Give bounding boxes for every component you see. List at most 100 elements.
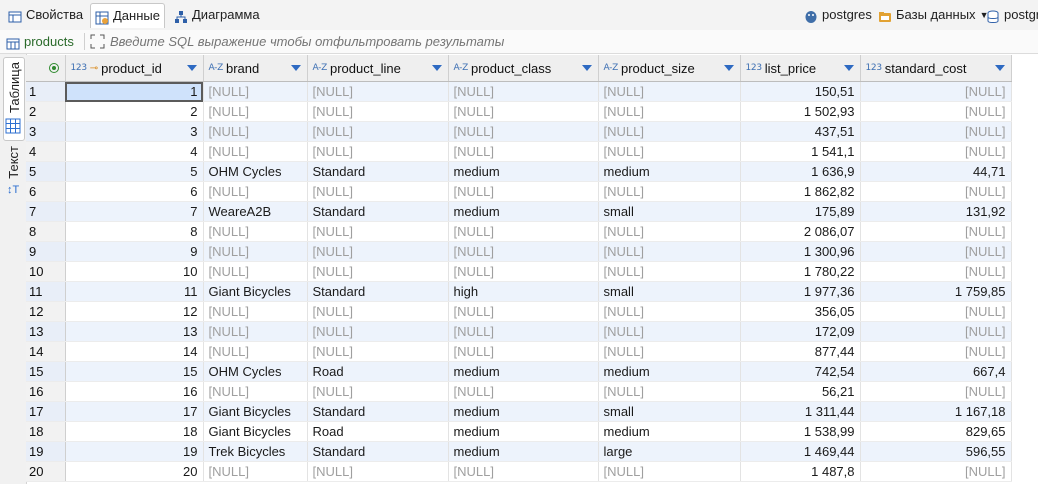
table-cell[interactable]: 12 xyxy=(65,301,204,322)
table-cell[interactable]: [NULL] xyxy=(860,121,1012,142)
row-number[interactable]: 13 xyxy=(26,321,66,342)
table-row[interactable]: 2 2 [NULL] [NULL] [NULL] [NULL] 1 502,93 [NULL] xyxy=(26,101,1012,122)
table-cell[interactable]: [NULL] xyxy=(598,81,741,102)
table-cell[interactable]: 15 xyxy=(65,361,204,382)
table-row[interactable]: 7 7 WeareA2B Standard medium small 175,89 131,9… xyxy=(26,201,1012,222)
table-cell[interactable]: medium xyxy=(448,441,599,462)
table-cell[interactable]: 175,89 xyxy=(740,201,861,222)
table-cell[interactable]: Giant Bicycles xyxy=(203,281,308,302)
table-cell[interactable]: Road xyxy=(307,361,449,382)
table-cell[interactable]: 44,71 xyxy=(860,161,1012,182)
table-cell[interactable]: [NULL] xyxy=(598,341,741,362)
table-cell[interactable]: [NULL] xyxy=(598,381,741,402)
table-cell[interactable]: [NULL] xyxy=(598,181,741,202)
table-cell[interactable]: 1 862,82 xyxy=(740,181,861,202)
table-cell[interactable]: WeareA2B xyxy=(203,201,308,222)
table-cell[interactable]: [NULL] xyxy=(860,301,1012,322)
table-cell[interactable]: [NULL] xyxy=(448,301,599,322)
sort-filter-icon[interactable] xyxy=(581,65,592,71)
table-cell[interactable]: [NULL] xyxy=(307,181,449,202)
table-cell[interactable]: [NULL] xyxy=(307,261,449,282)
table-cell[interactable]: medium xyxy=(598,361,741,382)
row-number[interactable]: 20 xyxy=(26,461,66,482)
table-cell[interactable]: [NULL] xyxy=(448,221,599,242)
table-row[interactable]: 3 3 [NULL] [NULL] [NULL] [NULL] 437,51 [NULL] xyxy=(26,121,1012,142)
table-row[interactable]: 12 12 [NULL] [NULL] [NULL] [NULL] 356,05 [NULL] xyxy=(26,301,1012,322)
table-cell[interactable]: [NULL] xyxy=(448,81,599,102)
table-cell[interactable]: 667,4 xyxy=(860,361,1012,382)
table-cell[interactable]: OHM Cycles xyxy=(203,361,308,382)
table-row[interactable]: 10 10 [NULL] [NULL] [NULL] [NULL] 1 780,22 [NUL… xyxy=(26,261,1012,282)
table-cell[interactable]: [NULL] xyxy=(203,221,308,242)
table-cell[interactable]: [NULL] xyxy=(448,341,599,362)
table-cell[interactable]: 1 469,44 xyxy=(740,441,861,462)
table-cell[interactable]: 1 759,85 xyxy=(860,281,1012,302)
table-cell[interactable]: 4 xyxy=(65,141,204,162)
table-cell[interactable]: [NULL] xyxy=(860,261,1012,282)
table-cell[interactable]: [NULL] xyxy=(860,81,1012,102)
table-cell[interactable]: [NULL] xyxy=(203,321,308,342)
table-cell[interactable]: [NULL] xyxy=(598,141,741,162)
row-number[interactable]: 8 xyxy=(26,221,66,242)
table-cell[interactable]: OHM Cycles xyxy=(203,161,308,182)
table-cell[interactable]: Road xyxy=(307,421,449,442)
table-cell[interactable]: 742,54 xyxy=(740,361,861,382)
table-cell[interactable]: 6 xyxy=(65,181,204,202)
table-row[interactable]: 8 8 [NULL] [NULL] [NULL] [NULL] 2 086,07 [NULL] xyxy=(26,221,1012,242)
table-cell[interactable]: [NULL] xyxy=(203,81,308,102)
table-cell[interactable]: [NULL] xyxy=(203,341,308,362)
table-cell[interactable]: medium xyxy=(448,401,599,422)
table-cell[interactable]: 1 636,9 xyxy=(740,161,861,182)
column-header-standard-cost[interactable]: 123 standard_cost xyxy=(860,55,1012,82)
table-cell[interactable]: Standard xyxy=(307,441,449,462)
table-cell[interactable]: [NULL] xyxy=(448,141,599,162)
table-cell[interactable]: 2 xyxy=(65,101,204,122)
table-cell[interactable]: [NULL] xyxy=(203,121,308,142)
table-cell[interactable]: [NULL] xyxy=(598,241,741,262)
sort-filter-icon[interactable] xyxy=(843,65,854,71)
table-row[interactable]: 6 6 [NULL] [NULL] [NULL] [NULL] 1 862,82 [NULL] xyxy=(26,181,1012,202)
table-cell[interactable]: [NULL] xyxy=(203,241,308,262)
table-row[interactable]: 5 5 OHM Cycles Standard medium medium 1 636,9 4… xyxy=(26,161,1012,182)
table-cell[interactable]: [NULL] xyxy=(307,301,449,322)
row-number[interactable]: 6 xyxy=(26,181,66,202)
table-cell[interactable]: [NULL] xyxy=(598,301,741,322)
table-cell[interactable]: 2 086,07 xyxy=(740,221,861,242)
table-cell[interactable]: 7 xyxy=(65,201,204,222)
table-cell[interactable]: medium xyxy=(448,361,599,382)
table-cell[interactable]: [NULL] xyxy=(448,121,599,142)
table-cell[interactable]: 1 780,22 xyxy=(740,261,861,282)
column-header-product-line[interactable]: A-Z product_line xyxy=(307,55,449,82)
row-number[interactable]: 12 xyxy=(26,301,66,322)
tab-properties[interactable]: Свойства xyxy=(4,3,87,27)
table-cell[interactable]: Giant Bicycles xyxy=(203,421,308,442)
table-cell[interactable]: 1 300,96 xyxy=(740,241,861,262)
table-cell[interactable]: [NULL] xyxy=(203,141,308,162)
table-cell[interactable]: [NULL] xyxy=(448,241,599,262)
table-cell[interactable]: [NULL] xyxy=(307,121,449,142)
schema-selector[interactable]: postgr xyxy=(986,3,1038,27)
table-cell[interactable]: 1 538,99 xyxy=(740,421,861,442)
table-cell[interactable]: 3 xyxy=(65,121,204,142)
table-cell[interactable]: [NULL] xyxy=(203,181,308,202)
table-cell[interactable]: large xyxy=(598,441,741,462)
column-header-brand[interactable]: A-Z brand xyxy=(203,55,308,82)
table-cell[interactable]: 14 xyxy=(65,341,204,362)
row-number[interactable]: 18 xyxy=(26,421,66,442)
row-number[interactable]: 15 xyxy=(26,361,66,382)
table-cell[interactable]: small xyxy=(598,201,741,222)
row-number[interactable]: 5 xyxy=(26,161,66,182)
connection-selector[interactable]: postgres xyxy=(804,3,872,27)
table-cell[interactable]: [NULL] xyxy=(860,101,1012,122)
table-row[interactable]: 18 18 Giant Bicycles Road medium medium 1 538,… xyxy=(26,421,1012,442)
table-cell[interactable]: [NULL] xyxy=(598,461,741,482)
table-cell[interactable]: [NULL] xyxy=(448,101,599,122)
table-cell[interactable]: 16 xyxy=(65,381,204,402)
table-cell[interactable]: Standard xyxy=(307,401,449,422)
row-number[interactable]: 4 xyxy=(26,141,66,162)
table-cell[interactable]: medium xyxy=(448,161,599,182)
row-number[interactable]: 19 xyxy=(26,441,66,462)
row-number[interactable]: 14 xyxy=(26,341,66,362)
table-cell[interactable]: 356,05 xyxy=(740,301,861,322)
table-cell[interactable]: [NULL] xyxy=(860,321,1012,342)
